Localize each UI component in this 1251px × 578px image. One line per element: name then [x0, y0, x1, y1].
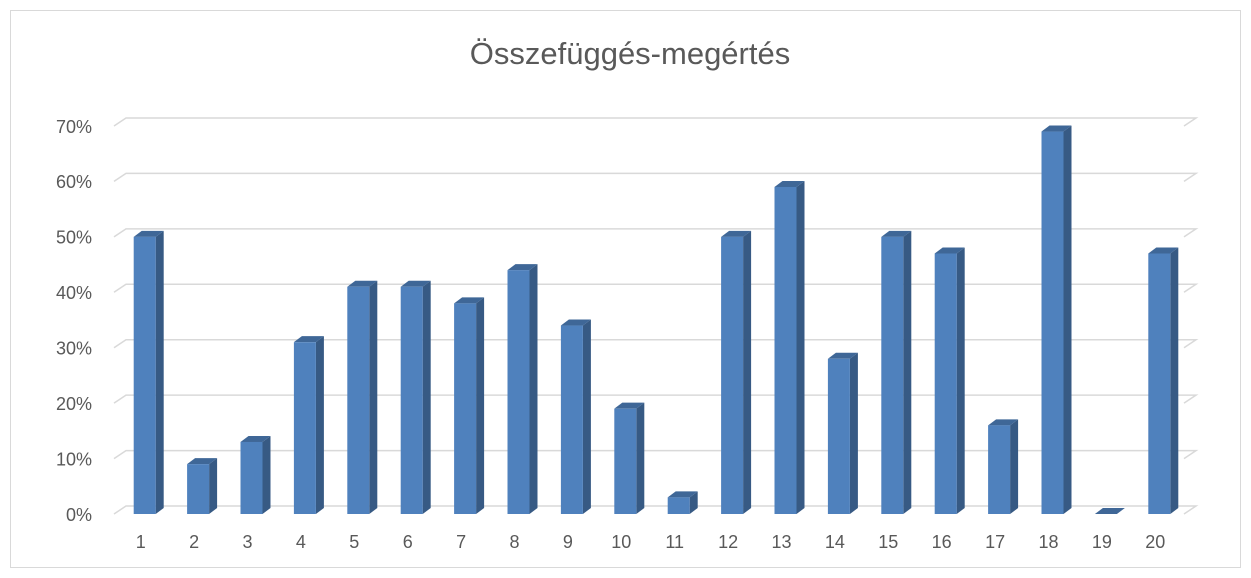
grid-line [113, 283, 1199, 293]
bar-top [774, 180, 805, 187]
x-tick-label: 17 [985, 532, 1005, 552]
bar [1041, 131, 1064, 515]
bar-side [262, 435, 271, 514]
x-tick-label: 1 [136, 532, 146, 552]
bar-side [636, 402, 645, 514]
grid-line [113, 505, 1199, 515]
grid-line [113, 172, 1199, 183]
bar [400, 286, 423, 514]
bar-side [849, 352, 858, 514]
x-tick-label: 3 [242, 532, 252, 552]
chart-title: Összefüggés-megértés [470, 36, 790, 71]
bar [1148, 253, 1171, 514]
bar [667, 497, 690, 514]
bar [721, 236, 744, 514]
bar [187, 464, 210, 514]
bar-side [1010, 419, 1019, 514]
bar [988, 425, 1011, 514]
bar-top [507, 264, 538, 271]
bar-side [796, 180, 805, 514]
grid-line [113, 117, 1199, 127]
x-tick-label: 4 [296, 532, 306, 552]
bar-top [827, 352, 858, 359]
bar-side [369, 280, 378, 514]
x-tick-label: 14 [825, 532, 845, 552]
bar-top [293, 336, 324, 343]
grid-line [113, 338, 1199, 349]
y-tick-label: 50% [56, 228, 92, 248]
y-tick-label: 40% [56, 283, 92, 303]
y-tick-label: 30% [56, 338, 92, 358]
bar-side [529, 264, 538, 514]
bar-top [560, 319, 591, 326]
bar-top [133, 230, 164, 237]
bar-top [187, 458, 218, 465]
bar-side [743, 230, 752, 514]
bar [240, 441, 263, 514]
y-tick-label: 70% [56, 117, 92, 137]
bar-side [1063, 125, 1072, 515]
bar [827, 358, 850, 514]
bar-top [1041, 125, 1072, 132]
bar-top [1094, 508, 1125, 514]
x-tick-label: 20 [1145, 532, 1165, 552]
x-tick-label: 12 [718, 532, 738, 552]
y-tick-label: 20% [56, 394, 92, 414]
bar-side [956, 247, 965, 514]
x-tick-label: 19 [1092, 532, 1112, 552]
bar [560, 325, 583, 514]
bar-top [1148, 247, 1179, 254]
bar [614, 408, 637, 514]
x-tick-label: 2 [189, 532, 199, 552]
bar-top [721, 230, 752, 237]
bar-top [934, 247, 965, 254]
x-tick-label: 11 [665, 532, 684, 552]
bar-top [988, 419, 1019, 426]
x-tick-label: 9 [563, 532, 573, 552]
x-tick-label: 5 [349, 532, 359, 552]
y-tick-label: 10% [56, 449, 92, 469]
bar [293, 342, 316, 514]
bar [507, 270, 530, 514]
bar-side [1170, 247, 1179, 514]
bar-side [582, 319, 591, 514]
bar [881, 236, 904, 514]
x-tick-label: 13 [771, 532, 791, 552]
bar-side [689, 491, 698, 514]
y-tick-label: 60% [56, 172, 92, 192]
grid-line [113, 449, 1199, 460]
bar-top [881, 230, 912, 237]
x-tick-label: 16 [932, 532, 952, 552]
x-tick-label: 10 [611, 532, 631, 552]
grid-line [113, 228, 1199, 238]
bar [133, 236, 156, 514]
x-tick-label: 8 [509, 532, 519, 552]
bar-side [155, 230, 164, 514]
bar-side [903, 230, 912, 514]
grid-line [113, 394, 1199, 404]
bar-side [209, 458, 218, 514]
x-tick-label: 6 [403, 532, 413, 552]
y-tick-label: 0% [66, 505, 92, 525]
bar-side [422, 280, 431, 514]
bar [454, 303, 477, 514]
bar-top [667, 491, 698, 498]
x-tick-label: 7 [456, 532, 466, 552]
bar-top [347, 280, 378, 287]
bar [774, 186, 797, 514]
bar-top [614, 402, 645, 409]
bar-top [400, 280, 431, 287]
bar-side [476, 297, 485, 514]
bar-top [454, 297, 485, 304]
x-tick-label: 15 [878, 532, 898, 552]
bar-side [315, 336, 324, 514]
bar-top [240, 435, 271, 442]
bar [347, 286, 370, 514]
x-tick-label: 18 [1038, 532, 1058, 552]
bar [934, 253, 957, 514]
